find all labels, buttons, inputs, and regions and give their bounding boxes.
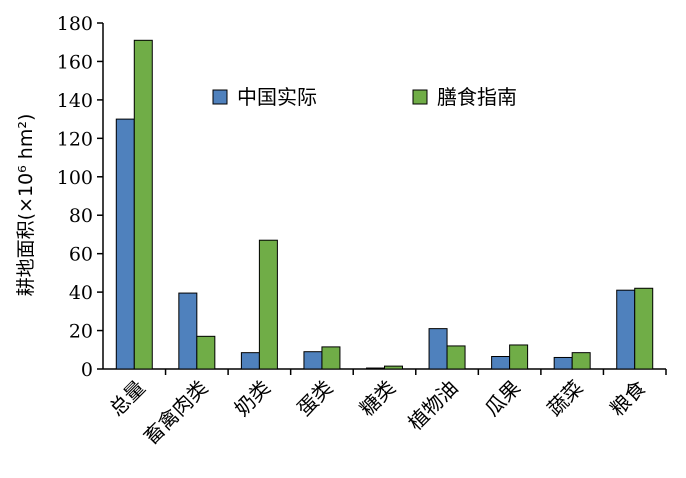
category-label: 糖类 <box>355 376 400 421</box>
y-tick-label: 120 <box>57 128 93 150</box>
category-label: 植物油 <box>403 376 462 435</box>
bar-guideline <box>133 39 153 370</box>
bar-guideline <box>196 335 216 370</box>
y-axis: 0 20 40 60 80 100 120 140 160 180 <box>57 13 104 381</box>
bar-actual <box>178 292 198 370</box>
y-tick-label: 0 <box>81 359 93 381</box>
legend: 中国实际 膳食指南 <box>212 85 517 109</box>
y-tick-label: 60 <box>69 244 93 266</box>
y-tick-label: 100 <box>57 167 93 189</box>
category-label: 奶类 <box>230 376 275 421</box>
category-label: 蔬菜 <box>542 376 587 421</box>
bar-actual <box>303 351 323 370</box>
bar-actual <box>491 356 511 370</box>
category-label: 粮食 <box>605 376 650 421</box>
x-axis <box>103 368 667 375</box>
category-label: 蛋类 <box>292 376 337 421</box>
bar-guideline <box>384 365 403 370</box>
legend-swatch <box>412 89 428 105</box>
bar-guideline <box>634 287 654 370</box>
y-tick-label: 20 <box>69 321 93 343</box>
bar-guideline <box>258 239 278 370</box>
y-tick-label: 160 <box>57 51 93 73</box>
legend-label: 膳食指南 <box>437 85 517 109</box>
legend-swatch <box>212 89 228 105</box>
y-tick-label: 140 <box>57 90 93 112</box>
bar-guideline <box>321 346 341 370</box>
category-label: 瓜果 <box>480 376 525 421</box>
bar-actual <box>366 367 385 370</box>
bar-actual <box>240 352 260 370</box>
y-tick-label: 80 <box>69 205 93 227</box>
bars <box>115 39 654 370</box>
bar-guideline <box>446 345 466 370</box>
bar-actual <box>616 289 636 370</box>
bar-actual <box>428 328 448 370</box>
category-label: 畜禽肉类 <box>139 376 213 450</box>
bar-guideline <box>509 344 529 370</box>
bar-actual <box>553 356 573 370</box>
y-tick-label: 180 <box>57 13 93 35</box>
y-axis-title: 耕地面积(×10⁶ hm²) <box>15 114 37 297</box>
category-label: 总量 <box>105 376 150 421</box>
legend-label: 中国实际 <box>237 85 317 109</box>
y-tick-label: 40 <box>69 282 93 304</box>
bar-guideline <box>571 352 591 370</box>
bar-actual <box>115 118 135 370</box>
